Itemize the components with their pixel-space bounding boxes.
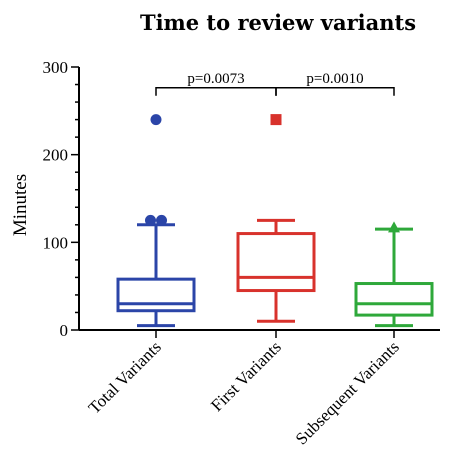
chart-title: Time to review variants bbox=[140, 10, 416, 35]
y-tick-label: 0 bbox=[60, 321, 69, 340]
box-series bbox=[116, 114, 434, 328]
y-tick-label: 300 bbox=[43, 58, 69, 77]
p-value-label: p=0.0073 bbox=[187, 71, 244, 87]
box-iqr bbox=[236, 232, 316, 293]
y-axis-label: Minutes bbox=[10, 174, 31, 236]
box-iqr bbox=[116, 277, 196, 313]
outlier-point bbox=[388, 221, 400, 233]
axes: 0 100 200 300 bbox=[43, 58, 440, 340]
p-value-label: p=0.0010 bbox=[306, 71, 363, 87]
outlier-point bbox=[145, 214, 156, 226]
box-group bbox=[236, 114, 316, 323]
significance-annotations: p=0.0073 p=0.0010 bbox=[155, 71, 395, 96]
x-tick-label: Total Variants bbox=[85, 337, 165, 417]
significance-bracket bbox=[155, 87, 277, 96]
y-tick-label: 100 bbox=[43, 233, 69, 252]
significance-bracket bbox=[275, 87, 395, 96]
box-group bbox=[354, 221, 434, 328]
x-tick-label: First Variants bbox=[207, 337, 285, 415]
box-iqr bbox=[354, 282, 434, 317]
outlier-point bbox=[156, 214, 167, 226]
x-tick-label: Subsequent Variants bbox=[292, 337, 403, 448]
y-tick-label: 200 bbox=[43, 146, 69, 165]
outlier-point bbox=[150, 114, 162, 126]
outlier-point bbox=[270, 114, 282, 126]
box-group bbox=[116, 114, 196, 328]
x-tick-labels: Total Variants First Variants Subsequent V… bbox=[85, 337, 403, 448]
